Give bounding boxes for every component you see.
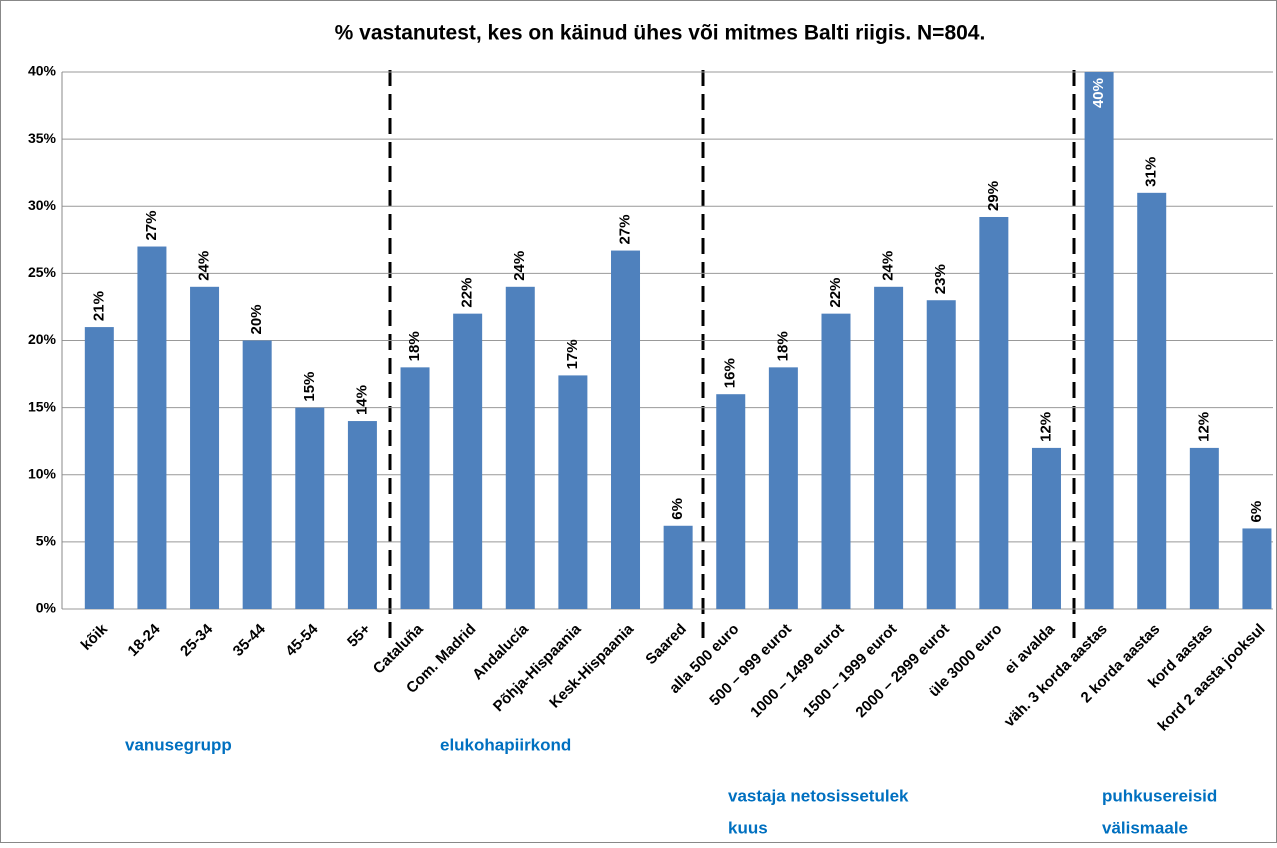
group-label: elukohapiirkond [440,735,571,754]
data-label: 15% [301,372,318,402]
y-tick-label: 35% [28,130,57,146]
y-tick-label: 40% [28,63,57,79]
bar [716,394,746,609]
group-label: vanusegrupp [125,735,232,754]
bar [453,313,483,609]
bar [558,375,588,609]
bar [505,286,535,609]
group-label: vastaja netosissetulek [728,786,909,805]
data-label: 18% [406,331,423,361]
data-label: 24% [511,251,528,281]
bar [979,216,1009,610]
y-tick-label: 30% [28,197,57,213]
bar [1189,447,1219,609]
group-label: välismaale [1102,818,1188,837]
data-label: 27% [616,215,633,245]
data-label: 20% [248,304,265,334]
bar [242,340,272,609]
bar [347,421,377,609]
data-label: 21% [90,291,107,321]
data-label: 24% [196,251,213,281]
bar [874,286,904,609]
data-label: 6% [1248,501,1265,523]
bar [1084,72,1114,609]
bar [611,250,641,610]
group-label: kuus [728,818,768,837]
data-label: 40% [1090,78,1107,108]
bar [1137,192,1167,609]
y-tick-label: 25% [28,264,57,280]
group-label: puhkusereisid [1102,786,1217,805]
bar [1031,447,1061,609]
data-label: 27% [143,210,160,240]
data-label: 18% [774,331,791,361]
data-label: 23% [932,264,949,294]
data-label: 17% [564,339,581,369]
bar [663,525,693,609]
y-tick-label: 0% [36,600,57,616]
bar [295,407,325,609]
data-label: 22% [827,278,844,308]
data-label: 31% [1143,157,1160,187]
data-label: 6% [669,498,686,520]
bar [400,367,430,609]
bar [190,286,220,609]
y-tick-label: 5% [36,533,57,549]
data-label: 12% [1195,412,1212,442]
bar [926,300,956,609]
chart-title: % vastanutest, kes on käinud ühes või mi… [335,22,986,45]
bar [821,313,851,609]
data-label: 16% [722,358,739,388]
y-tick-label: 15% [28,398,57,414]
data-label: 12% [1037,412,1054,442]
bar [84,327,114,609]
bar [137,246,167,609]
data-label: 14% [353,385,370,415]
y-tick-label: 20% [28,331,57,347]
data-label: 24% [880,251,897,281]
bar [1242,528,1272,609]
y-tick-label: 10% [28,465,57,481]
bar [768,367,798,609]
data-label: 22% [459,278,476,308]
data-label: 29% [985,181,1002,211]
